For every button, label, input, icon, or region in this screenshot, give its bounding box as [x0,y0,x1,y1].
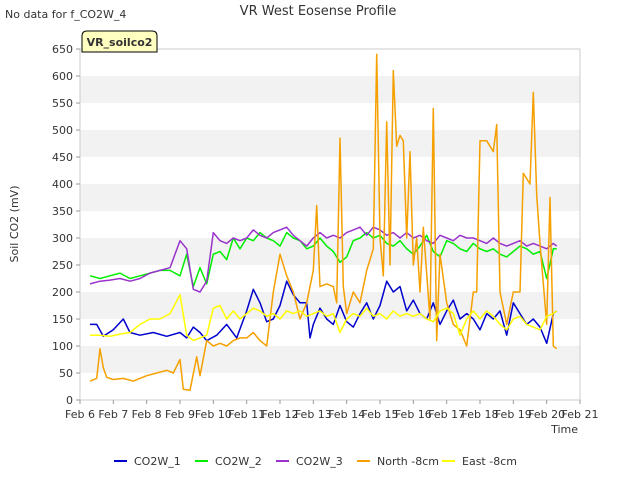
badge-label: VR_soilco2 [87,36,153,49]
grid-band [80,76,580,103]
x-tick-label: Feb 17 [428,408,465,421]
y-tick-label: 450 [52,151,73,164]
grid-band [80,238,580,265]
y-tick-label: 250 [52,259,73,272]
y-tick-label: 0 [66,394,73,407]
series-layer [89,53,558,392]
x-tick-label: Feb 19 [495,408,532,421]
badge-box [81,30,158,53]
legend-label: East -8cm [462,455,517,468]
series-line-north-8cm [89,53,558,392]
y-tick-label: 200 [52,286,73,299]
legend-label: CO2W_3 [296,455,343,468]
series-line-co2w-3 [89,226,558,293]
grid-bands [80,76,580,373]
x-axis-label: Time [550,423,578,436]
badge: VR_soilco2 [81,30,158,53]
y-tick-label: 650 [52,43,73,56]
x-tick-label: Feb 16 [395,408,432,421]
y-axis-label: Soil CO2 (mV) [8,186,21,263]
y-tick-label: 50 [59,367,73,380]
grid-band [80,184,580,211]
x-tick-label: Feb 13 [295,408,332,421]
y-tick-label: 350 [52,205,73,218]
y-tick-label: 100 [52,340,73,353]
y-tick-label: 150 [52,313,73,326]
plot-frame [79,48,581,401]
x-tick-label: Feb 11 [228,408,265,421]
x-tick-label: Feb 14 [328,408,365,421]
x-tick-label: Feb 15 [362,408,399,421]
x-tick-label: Feb 6 [65,408,95,421]
y-tick-label: 600 [52,70,73,83]
chart-title: VR West Eosense Profile [240,4,397,19]
x-tick-label: Feb 20 [528,408,565,421]
legend-label: CO2W_1 [134,455,181,468]
y-tick-label: 500 [52,124,73,137]
x-tick-label: Feb 8 [132,408,162,421]
x-tick-label: Feb 18 [462,408,499,421]
y-axis: 0 50 100 150 200 250 300 350 400 450 500 550 600 650 [52,43,80,407]
x-tick-label: Feb 9 [165,408,195,421]
series-line-east-8cm [90,293,558,342]
y-tick-label: 550 [52,97,73,110]
x-tick-label: Feb 12 [262,408,299,421]
legend-label: CO2W_2 [215,455,262,468]
y-tick-label: 400 [52,178,73,191]
grid-band [80,346,580,373]
x-tick-label: Feb 21 [562,408,599,421]
legend-label: North -8cm [377,455,439,468]
grid-band [80,130,580,157]
series-line-co2w-1 [90,280,558,345]
corner-note: No data for f_CO2W_4 [5,8,126,21]
x-tick-label: Feb 7 [98,408,128,421]
x-tick-label: Feb 10 [195,408,232,421]
y-tick-label: 300 [52,232,73,245]
legend: CO2W_1 CO2W_2 CO2W_3 North -8cm East -8cm [114,455,517,468]
